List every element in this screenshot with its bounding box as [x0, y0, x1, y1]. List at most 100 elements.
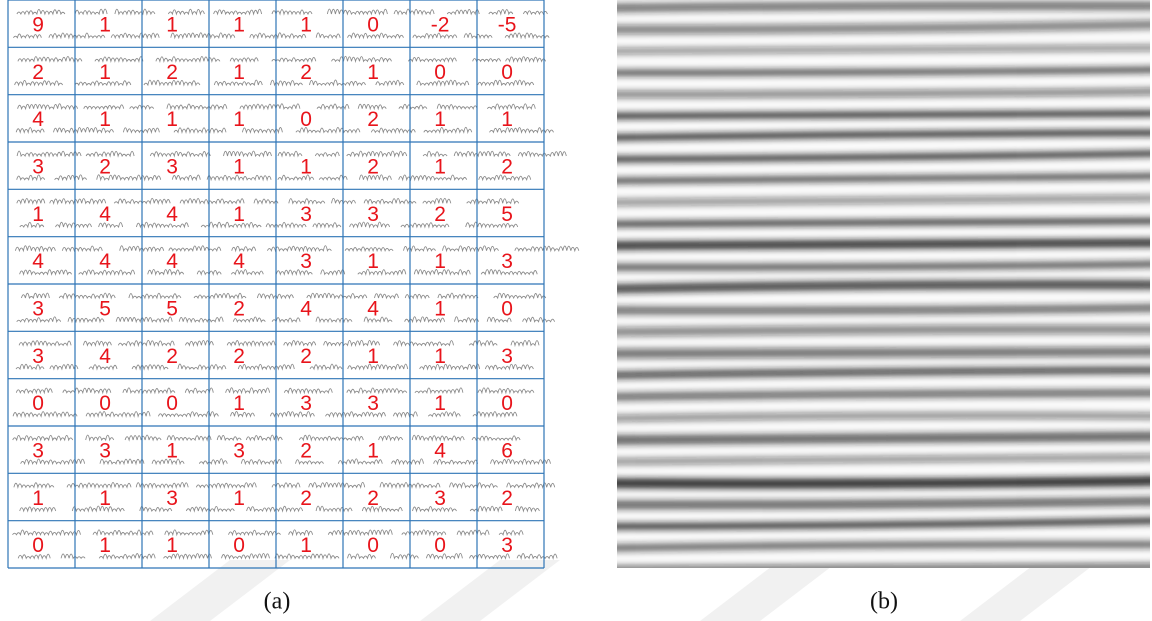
cell-number: 3: [434, 487, 446, 510]
stripe: [610, 70, 1152, 73]
cell-number: 3: [300, 392, 312, 415]
handwriting-stroke: [316, 317, 352, 322]
handwriting-stroke: [464, 33, 492, 38]
figure: 911110-2-5212121004111021132311212144133…: [0, 0, 1152, 621]
cell-number: 0: [367, 14, 379, 37]
handwriting-stroke: [307, 293, 367, 298]
cell-number: 3: [166, 156, 178, 179]
cell-number: 0: [300, 108, 312, 131]
stripe: [610, 6, 1152, 8]
handwriting-stroke: [56, 222, 92, 227]
stripe-image: [610, 0, 1152, 570]
cell-number: 4: [32, 250, 44, 273]
handwriting-stroke: [515, 246, 579, 251]
cell-number: 1: [99, 487, 111, 510]
cell-number: 5: [501, 203, 513, 226]
cell-number: 2: [300, 487, 312, 510]
handwriting-stroke: [310, 80, 366, 85]
cell-number: 3: [367, 392, 379, 415]
handwriting-stroke: [174, 128, 226, 133]
cell-number: 1: [99, 14, 111, 37]
handwriting-stroke: [247, 506, 303, 511]
handwriting-stroke: [316, 33, 340, 38]
cell-number: 0: [434, 61, 446, 84]
cell-number: 3: [99, 440, 111, 463]
handwriting-stroke: [18, 104, 78, 109]
handwriting-stroke: [222, 553, 270, 558]
stripe: [610, 243, 1152, 246]
cell-number: 3: [32, 298, 44, 321]
handwriting-stroke: [20, 270, 72, 275]
watermark: [150, 560, 1100, 621]
cell-number: 2: [501, 156, 513, 179]
cell-number: 4: [166, 203, 178, 226]
cell-number: 1: [99, 61, 111, 84]
cell-number: 1: [99, 108, 111, 131]
stripe: [610, 501, 1152, 505]
handwriting-stroke: [199, 459, 227, 464]
handwriting-stroke: [115, 9, 155, 14]
handwriting-stroke: [376, 80, 404, 85]
cell-number: 1: [434, 250, 446, 273]
cell-number: -5: [498, 14, 517, 37]
cell-number: 1: [233, 392, 245, 415]
handwriting-stroke: [321, 270, 345, 275]
handwriting-stroke: [399, 175, 467, 180]
handwriting-stroke: [399, 104, 427, 108]
handwriting-stroke: [111, 33, 159, 38]
handwriting-stroke: [238, 364, 294, 369]
cell-number: 1: [434, 108, 446, 131]
cell-number: 0: [32, 534, 44, 557]
cell-number: 4: [367, 298, 379, 321]
cell-number: 1: [367, 61, 379, 84]
handwriting-stroke: [511, 340, 539, 345]
cell-number: 3: [32, 440, 44, 463]
cell-number: 0: [233, 534, 245, 557]
handwriting-stroke: [332, 56, 392, 61]
cell-number: 0: [501, 61, 513, 84]
handwriting-stroke: [196, 483, 256, 488]
handwriting-stroke: [358, 269, 406, 274]
handwriting-stroke: [254, 199, 278, 203]
cell-number: 2: [367, 487, 379, 510]
cell-number: 3: [501, 345, 513, 368]
cell-number: 4: [166, 250, 178, 273]
cell-number: 1: [434, 156, 446, 179]
handwriting-stroke: [450, 483, 498, 488]
handwriting-stroke: [507, 483, 555, 487]
cell-number: 1: [32, 203, 44, 226]
handwriting-stroke: [224, 151, 272, 156]
cell-number: 1: [367, 345, 379, 368]
handwriting-stroke: [13, 412, 77, 417]
handwriting-stroke: [405, 294, 429, 298]
handwriting-stroke: [125, 435, 161, 440]
stripe: [610, 393, 1152, 397]
cell-number: 3: [501, 534, 513, 557]
handwriting-stroke: [171, 33, 235, 38]
cell-number: 0: [166, 392, 178, 415]
cell-number: 2: [99, 156, 111, 179]
cell-number: 2: [434, 203, 446, 226]
cell-number: 4: [99, 203, 111, 226]
handwriting-stroke: [523, 317, 555, 321]
cell-number: 3: [501, 250, 513, 273]
cell-number: 3: [32, 156, 44, 179]
cell-number: 2: [166, 345, 178, 368]
handwriting-stroke: [201, 222, 261, 227]
cell-number: 1: [99, 534, 111, 557]
cell-number: 1: [233, 156, 245, 179]
cell-number: 1: [233, 61, 245, 84]
handwriting-stroke: [19, 341, 71, 346]
handwriting-stroke: [390, 553, 418, 558]
handwriting-stroke: [470, 506, 502, 511]
handwriting-stroke: [518, 151, 566, 156]
cell-number: 4: [434, 440, 446, 463]
panel-label: (a): [264, 589, 291, 615]
handwriting-stroke: [55, 175, 87, 180]
stripe: [610, 221, 1152, 224]
cell-number: 0: [99, 392, 111, 415]
cell-number: 2: [300, 440, 312, 463]
handwriting-stroke: [186, 506, 234, 511]
cell-number: 2: [300, 61, 312, 84]
cell-number: 1: [233, 14, 245, 37]
